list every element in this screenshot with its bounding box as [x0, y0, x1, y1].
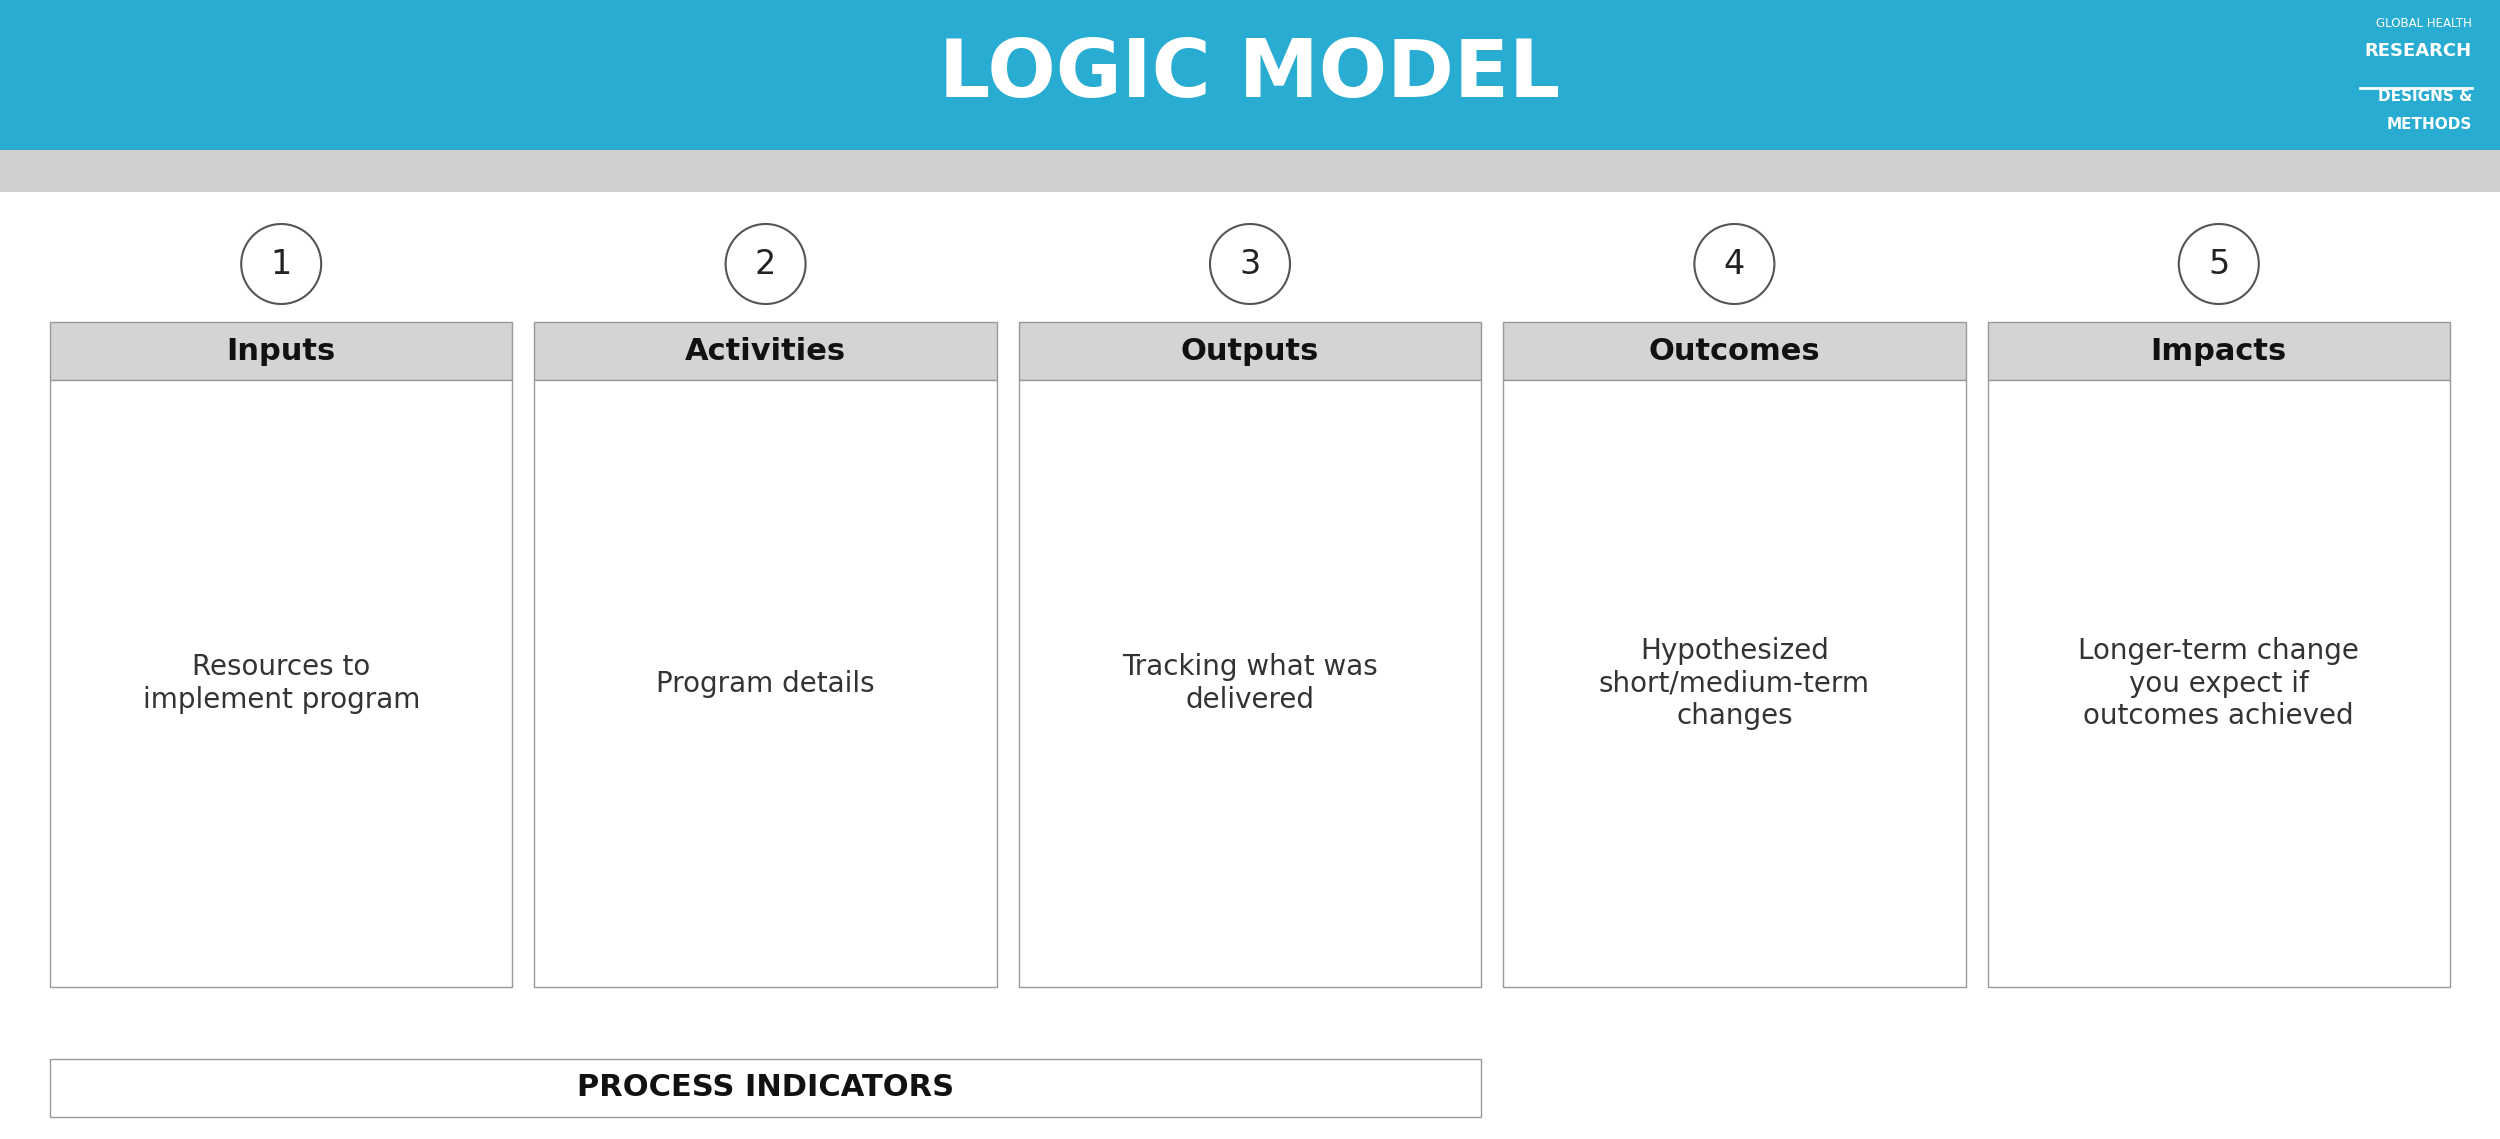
- FancyBboxPatch shape: [1988, 322, 2450, 380]
- Text: Hypothesized
short/medium-term
changes: Hypothesized short/medium-term changes: [1600, 637, 1870, 730]
- Text: GLOBAL HEALTH: GLOBAL HEALTH: [2375, 17, 2472, 30]
- Text: Longer-term change
you expect if
outcomes achieved: Longer-term change you expect if outcome…: [2078, 637, 2360, 730]
- FancyBboxPatch shape: [1020, 322, 1480, 380]
- Text: RESEARCH: RESEARCH: [2365, 42, 2472, 60]
- FancyBboxPatch shape: [1502, 322, 1965, 380]
- Text: Activities: Activities: [685, 336, 845, 366]
- FancyBboxPatch shape: [0, 0, 2500, 150]
- Text: 3: 3: [1240, 247, 1260, 280]
- FancyBboxPatch shape: [535, 380, 998, 988]
- Text: 2: 2: [755, 247, 778, 280]
- Text: Inputs: Inputs: [228, 336, 335, 366]
- Text: DESIGNS &: DESIGNS &: [2378, 89, 2472, 104]
- Text: Resources to
implement program: Resources to implement program: [142, 654, 420, 714]
- Text: 4: 4: [1725, 247, 1745, 280]
- Text: Outcomes: Outcomes: [1648, 336, 1820, 366]
- FancyBboxPatch shape: [50, 322, 512, 380]
- Text: Outputs: Outputs: [1180, 336, 1320, 366]
- Text: Program details: Program details: [658, 670, 875, 697]
- FancyBboxPatch shape: [50, 380, 512, 988]
- Text: Tracking what was
delivered: Tracking what was delivered: [1122, 654, 1378, 714]
- Text: PROCESS INDICATORS: PROCESS INDICATORS: [578, 1073, 955, 1103]
- Text: METHODS: METHODS: [2388, 117, 2472, 132]
- FancyBboxPatch shape: [1502, 380, 1965, 988]
- FancyBboxPatch shape: [1988, 380, 2450, 988]
- FancyBboxPatch shape: [0, 150, 2500, 192]
- Text: Impacts: Impacts: [2150, 336, 2288, 366]
- Text: LOGIC MODEL: LOGIC MODEL: [940, 36, 1560, 114]
- Text: 5: 5: [2208, 247, 2230, 280]
- FancyBboxPatch shape: [50, 1059, 1480, 1117]
- FancyBboxPatch shape: [535, 322, 998, 380]
- Text: 1: 1: [270, 247, 292, 280]
- FancyBboxPatch shape: [1020, 380, 1480, 988]
